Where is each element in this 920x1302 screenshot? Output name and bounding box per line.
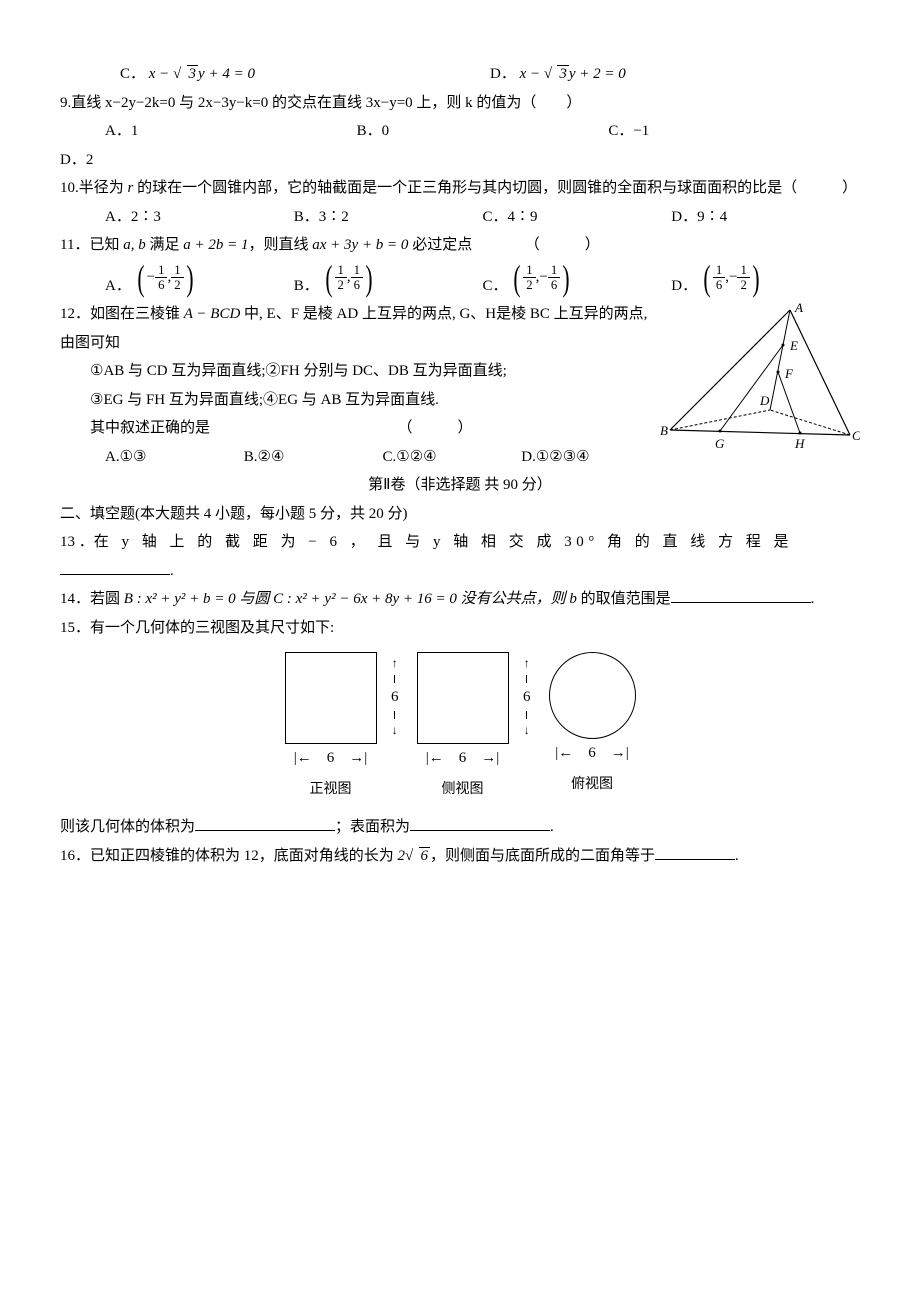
q10-optB: B．3∶2: [294, 203, 483, 232]
q16-t1: 已知正四棱锥的体积为 12，底面对角线的长为: [90, 848, 398, 864]
q11-ab: a, b: [123, 237, 146, 253]
section2-subtitle: 二、填空题(本大题共 4 小题，每小题 5 分，共 20 分): [60, 500, 860, 529]
q14-blank: [671, 587, 811, 603]
q10: 10.半径为 r 的球在一个圆锥内部，它的轴截面是一个正三角形与其内切圆，则圆锥…: [60, 174, 860, 203]
q9-text: 直线 x−2y−2k=0 与 2x−3y−k=0 的交点在直线 3x−y=0 上…: [71, 95, 581, 111]
svg-text:D: D: [759, 393, 770, 408]
q10-t2: 的球在一个圆锥内部，它的轴截面是一个正三角形与其内切圆，则圆锥的全面积与球面面积…: [133, 180, 857, 196]
q10-num: 10.: [60, 180, 79, 196]
front-dim-v: ↑ 6 ↓: [391, 652, 399, 742]
q16-blank: [655, 844, 735, 860]
tetrahedron-svg: A B C D E F G H: [660, 300, 860, 450]
front-label: 正视图: [310, 777, 352, 804]
q12-t1: 如图在三棱锥: [90, 306, 184, 322]
optD-label: D．: [490, 66, 516, 82]
svg-text:F: F: [784, 366, 794, 381]
q12-options: A.①③ B.②④ C.①②④ D.①②③④: [60, 443, 660, 472]
top-circle: [549, 652, 636, 739]
q15-text: 有一个几何体的三视图及其尺寸如下:: [90, 620, 334, 636]
optC-eq-rest: y + 4 = 0: [198, 66, 255, 82]
front-view: ↑ 6 ↓ |← 6 →| 正视图: [285, 652, 377, 803]
q12-num: 12．: [60, 306, 90, 322]
q9-optC: C．−1: [608, 117, 860, 146]
q13-blank: [60, 559, 170, 575]
q10-optA: A．2∶3: [105, 203, 294, 232]
svg-text:A: A: [794, 300, 803, 315]
top-label: 俯视图: [571, 772, 613, 799]
q11-optC: C． (12, − 16): [483, 260, 672, 301]
svg-text:G: G: [715, 436, 725, 450]
q8-optC: C． x − 3y + 4 = 0: [120, 60, 490, 89]
q12-tet: A − BCD: [184, 306, 241, 322]
q11-optD: D． (16, −12): [671, 260, 860, 301]
optD-sqrt: 3: [544, 60, 569, 89]
q11-optA: A． (−16, 12): [105, 260, 294, 301]
q12-optB: B.②④: [244, 443, 383, 472]
q9-optA: A．1: [105, 117, 357, 146]
q10-optC: C．4∶9: [483, 203, 672, 232]
svg-text:E: E: [789, 338, 798, 353]
q14: 14．若圆 B : x² + y² + b = 0 与圆 C : x² + y²…: [60, 585, 860, 614]
q8-optD: D． x − 3y + 2 = 0: [490, 60, 860, 89]
svg-text:B: B: [660, 423, 668, 438]
q10-t1: 半径为: [79, 180, 128, 196]
side-label: 侧视图: [442, 777, 484, 804]
q9: 9.直线 x−2y−2k=0 与 2x−3y−k=0 的交点在直线 3x−y=0…: [60, 89, 860, 118]
q15-blank1: [195, 815, 335, 831]
side-view: ↑ 6 ↓ |← 6 →| 侧视图: [417, 652, 509, 803]
q11-eq1: a + 2b = 1: [183, 237, 248, 253]
q12-optA: A.①③: [105, 443, 244, 472]
q16: 16．已知正四棱锥的体积为 12，底面对角线的长为 26，则侧面与底面所成的二面…: [60, 842, 860, 871]
q12: A B C D E F G H 12．如图在三棱锥 A − BCD 中, E、F…: [60, 300, 860, 471]
q13: 13 ．在 y 轴 上 的 截 距 为 − 6 ， 且 与 y 轴 相 交 成 …: [60, 528, 860, 557]
q9-optB: B．0: [357, 117, 609, 146]
q10-optD: D．9∶4: [671, 203, 860, 232]
q11-t3: ，则直线: [248, 237, 312, 253]
q9-optD: D．2: [60, 146, 860, 175]
q11-t1: 已知: [89, 237, 123, 253]
q15-views: ↑ 6 ↓ |← 6 →| 正视图 ↑ 6 ↓ |← 6 →| 侧视图 |← 6…: [60, 652, 860, 803]
optC-eq-lhs: x −: [149, 66, 173, 82]
q15: 15．有一个几何体的三视图及其尺寸如下:: [60, 614, 860, 643]
q12-optD: D.①②③④: [521, 443, 660, 472]
q10-options: A．2∶3 B．3∶2 C．4∶9 D．9∶4: [60, 203, 860, 232]
q13-text: 在 y 轴 上 的 截 距 为 − 6 ， 且 与 y 轴 相 交 成 30° …: [94, 534, 793, 550]
q11: 11．已知 a, b 满足 a + 2b = 1，则直线 ax + 3y + b…: [60, 231, 860, 260]
optD-eq-lhs: x −: [520, 66, 544, 82]
q9-options: A．1 B．0 C．−1: [60, 117, 860, 146]
q11-num: 11．: [60, 237, 89, 253]
q11-eq2: ax + 3y + b = 0: [312, 237, 408, 253]
q15-answer-row: 则该几何体的体积为；表面积为.: [60, 813, 860, 842]
side-dim-h: |← 6 →|: [426, 744, 500, 773]
q11-optB: B． (12, 16): [294, 260, 483, 301]
front-square: [285, 652, 377, 744]
side-dim-v: ↑ 6 ↓: [523, 652, 531, 742]
q16-t2: ，则侧面与底面所成的二面角等于: [430, 848, 655, 864]
q15-num: 15．: [60, 620, 90, 636]
q12-figure: A B C D E F G H: [660, 300, 860, 461]
q13-num: 13 ．: [60, 534, 94, 550]
q11-t2: 满足: [146, 237, 184, 253]
q15-blank2: [410, 815, 550, 831]
q11-t4: 必过定点 （ ）: [408, 237, 599, 253]
optD-eq-rest: y + 2 = 0: [569, 66, 626, 82]
optC-label: C．: [120, 66, 145, 82]
q9-num: 9.: [60, 95, 71, 111]
q11-options: A． (−16, 12) B． (12, 16) C． (12, − 16) D…: [60, 260, 860, 301]
q16-sqrt: 6: [405, 842, 430, 871]
svg-text:C: C: [852, 428, 860, 443]
q13-blank-row: .: [60, 557, 860, 586]
top-view: |← 6 →| 俯视图: [549, 652, 636, 803]
optC-sqrt: 3: [173, 60, 198, 89]
svg-text:H: H: [794, 436, 805, 450]
q16-num: 16．: [60, 848, 90, 864]
side-square: [417, 652, 509, 744]
q14-num: 14．: [60, 591, 90, 607]
q8-options-row: C． x − 3y + 4 = 0 D． x − 3y + 2 = 0: [60, 60, 860, 89]
front-dim-h: |← 6 →|: [294, 744, 368, 773]
q14-t1: 若圆: [90, 591, 124, 607]
q12-optC: C.①②④: [383, 443, 522, 472]
top-dim-h: |← 6 →|: [555, 739, 629, 768]
section2-title: 第Ⅱ卷（非选择题 共 90 分）: [60, 471, 860, 500]
